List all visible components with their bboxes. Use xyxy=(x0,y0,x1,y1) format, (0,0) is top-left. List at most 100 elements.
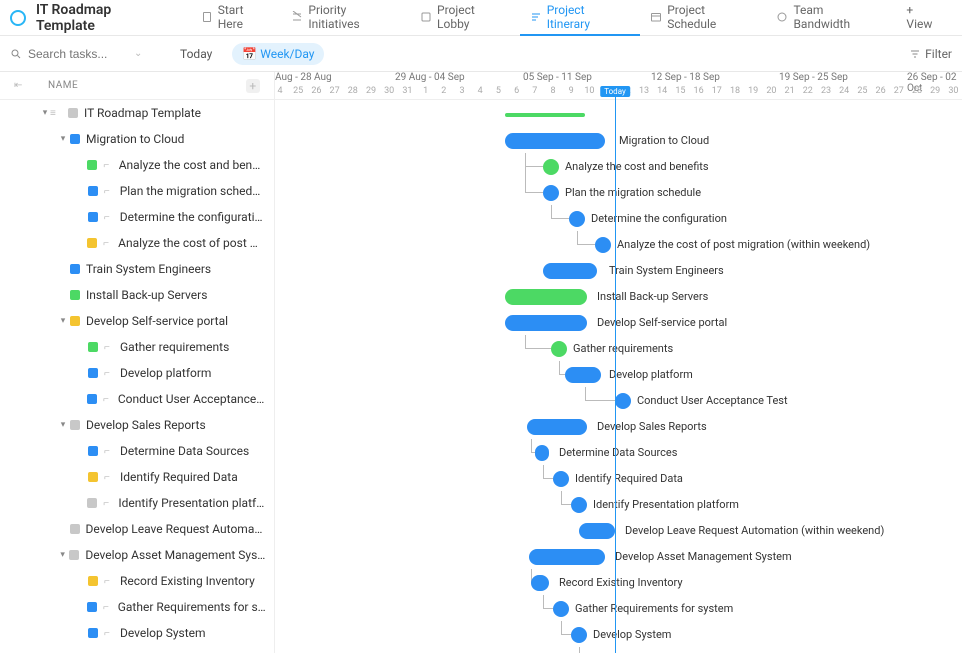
status-mark xyxy=(88,212,98,222)
gantt-bar[interactable] xyxy=(531,575,549,591)
tab-priority-initiatives[interactable]: Priority Initiatives xyxy=(281,0,410,36)
today-button[interactable]: Today xyxy=(170,43,222,65)
filter-label: Filter xyxy=(925,47,952,61)
gantt-milestone[interactable] xyxy=(595,237,611,253)
gantt-milestone[interactable] xyxy=(571,497,587,513)
gantt-bar[interactable] xyxy=(579,523,615,539)
gantt-bar[interactable] xyxy=(529,549,605,565)
task-row[interactable]: ▾Develop Self-service portal xyxy=(0,308,274,334)
task-row[interactable]: ⌐Determine the configuration xyxy=(0,204,274,230)
tab-project-itinerary[interactable]: Project Itinerary xyxy=(520,0,641,36)
gantt-milestone[interactable] xyxy=(569,211,585,227)
filter-button[interactable]: Filter xyxy=(909,47,952,61)
gantt-bar[interactable] xyxy=(505,315,587,331)
gantt-milestone[interactable] xyxy=(571,627,587,643)
gantt-milestone[interactable] xyxy=(543,159,559,175)
status-mark xyxy=(70,420,80,430)
task-row[interactable]: ⌐Record Existing Inventory xyxy=(0,568,274,594)
task-row[interactable]: Install Back-up Servers xyxy=(0,282,274,308)
date-num: 21 xyxy=(781,86,799,96)
task-row[interactable]: ▾≡IT Roadmap Template xyxy=(0,100,274,126)
status-mark xyxy=(88,446,98,456)
task-name: Develop Asset Management System xyxy=(85,548,266,562)
gantt-bar[interactable] xyxy=(505,133,605,149)
gantt-bar[interactable] xyxy=(565,367,601,383)
date-num: 27 xyxy=(326,86,344,96)
task-row[interactable]: ⌐Identify Presentation platform xyxy=(0,490,274,516)
gantt-bar[interactable] xyxy=(505,113,585,117)
task-row[interactable]: ▾ Develop Asset Management System xyxy=(0,542,274,568)
task-row[interactable]: ⌐Determine Data Sources xyxy=(0,438,274,464)
date-num: 7 xyxy=(526,86,544,96)
date-num: 26 xyxy=(872,86,890,96)
task-row[interactable]: ⌐Develop platform xyxy=(0,360,274,386)
task-row[interactable]: ⌐Gather requirements xyxy=(0,334,274,360)
task-row[interactable]: Train System Engineers xyxy=(0,256,274,282)
gantt-row: Develop System xyxy=(275,622,962,648)
subtask-icon: ⌐ xyxy=(103,160,114,171)
tab-team-bandwidth[interactable]: Team Bandwidth xyxy=(766,0,892,36)
date-range: 19 Sep - 25 Sep xyxy=(779,72,848,83)
add-column-icon[interactable]: + xyxy=(246,79,260,93)
task-row[interactable]: ▾Migration to Cloud xyxy=(0,126,274,152)
gantt-row: Conduct User Acceptance Test (within wee… xyxy=(275,648,962,653)
gantt-bar[interactable] xyxy=(543,263,597,279)
gantt-bar[interactable] xyxy=(535,445,549,461)
status-mark xyxy=(70,134,80,144)
task-name: Determine the configuration xyxy=(120,210,266,224)
weekday-label: Week/Day xyxy=(260,47,314,61)
subtask-icon: ⌐ xyxy=(103,498,114,509)
caret-icon[interactable]: ▾ xyxy=(58,550,67,560)
gantt-milestone[interactable] xyxy=(551,341,567,357)
task-row[interactable]: ▾Develop Sales Reports xyxy=(0,412,274,438)
task-row[interactable]: ⌐Conduct User Acceptance Test xyxy=(0,386,274,412)
task-name: Develop platform xyxy=(120,366,211,380)
gantt-body[interactable]: Today Migration to CloudAnalyze the cost… xyxy=(275,100,962,653)
date-num: 28 xyxy=(344,86,362,96)
chevron-down-icon[interactable]: ⌄ xyxy=(134,48,142,59)
task-row[interactable]: ⌐Develop System xyxy=(0,620,274,646)
date-range: 29 Aug - 04 Sep xyxy=(395,72,465,83)
tab-project-schedule[interactable]: Project Schedule xyxy=(640,0,766,36)
task-row[interactable]: Develop Leave Request Automation xyxy=(0,516,274,542)
gantt-milestone[interactable] xyxy=(543,185,559,201)
date-num: 2 xyxy=(435,86,453,96)
caret-icon[interactable]: ▾ xyxy=(58,316,68,326)
task-row[interactable]: ⌐Identify Required Data xyxy=(0,464,274,490)
connector-line xyxy=(543,595,553,609)
status-mark xyxy=(87,498,97,508)
task-row[interactable]: ⌐Plan the migration schedule xyxy=(0,178,274,204)
gantt-bar-label: Train System Engineers xyxy=(609,263,724,279)
tab-start-here[interactable]: Start Here xyxy=(191,0,282,36)
task-row[interactable]: ⌐Analyze the cost of post mig... xyxy=(0,230,274,256)
date-num: 24 xyxy=(835,86,853,96)
gantt-row: Develop Leave Request Automation (within… xyxy=(275,518,962,544)
task-name: Gather requirements xyxy=(120,340,229,354)
task-row[interactable]: ⌐Gather Requirements for syst... xyxy=(0,594,274,620)
caret-icon[interactable]: ▾ xyxy=(58,420,68,430)
tab-project-lobby[interactable]: Project Lobby xyxy=(410,0,520,36)
gantt-bar[interactable] xyxy=(527,419,587,435)
task-row[interactable]: ⌐Conduct User Acceptance Test xyxy=(0,646,274,653)
task-row[interactable]: ⌐Analyze the cost and benefits xyxy=(0,152,274,178)
search-input[interactable] xyxy=(28,47,128,61)
task-name: Develop System xyxy=(120,626,206,640)
caret-icon[interactable]: ▾ xyxy=(40,108,50,118)
gantt-row: Determine Data Sources xyxy=(275,440,962,466)
date-num: 18 xyxy=(726,86,744,96)
weekday-button[interactable]: 📅 Week/Day xyxy=(232,43,324,65)
gantt-milestone[interactable] xyxy=(553,601,569,617)
search-box[interactable]: ⌄ xyxy=(10,47,160,61)
add-view-button[interactable]: + View xyxy=(896,0,952,36)
collapse-icon[interactable]: ⇤ xyxy=(14,80,23,91)
date-num: 1 xyxy=(417,86,435,96)
gantt-row: Analyze the cost of post migration (with… xyxy=(275,232,962,258)
date-num: 15 xyxy=(671,86,689,96)
gantt-row: Develop Self-service portal xyxy=(275,310,962,336)
subtask-icon: ⌐ xyxy=(104,576,116,587)
gantt-bar-label: Gather Requirements for system xyxy=(575,601,733,617)
caret-icon[interactable]: ▾ xyxy=(58,134,68,144)
gantt-milestone[interactable] xyxy=(553,471,569,487)
gantt-bar[interactable] xyxy=(505,289,587,305)
gantt-milestone[interactable] xyxy=(615,393,631,409)
